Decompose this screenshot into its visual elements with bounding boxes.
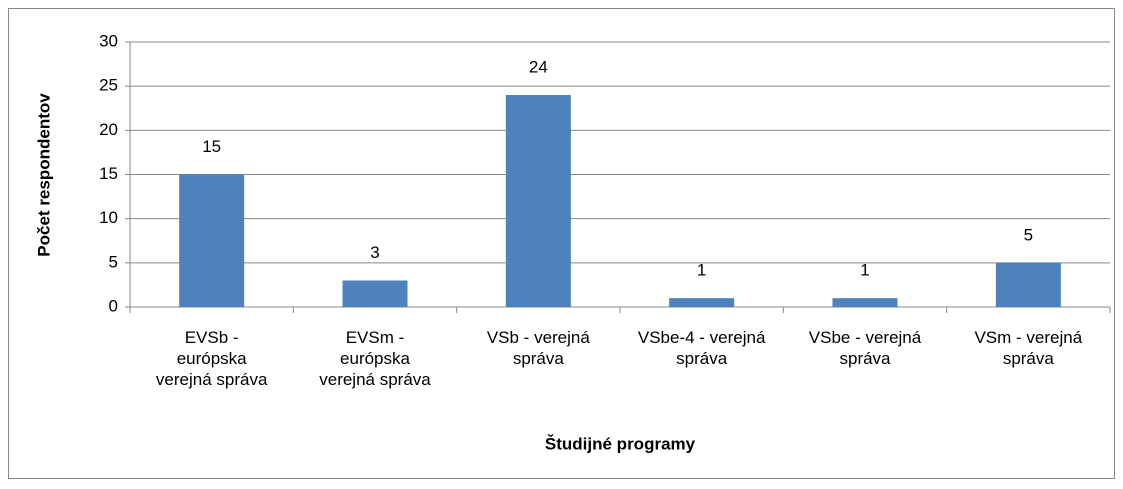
data-label: 1: [697, 261, 706, 280]
y-tick-label: 25: [99, 76, 118, 95]
bar: [179, 174, 245, 307]
bar: [832, 298, 898, 307]
bar: [342, 280, 408, 307]
x-tick-label: EVSb - európska verejná správa: [155, 328, 268, 389]
x-tick-label: VSbe - verejná správa: [808, 328, 922, 368]
y-tick-label: 5: [109, 252, 118, 271]
x-tick-label: VSm - verejná správa: [974, 328, 1083, 368]
data-label: 3: [370, 243, 379, 262]
x-tick-label: VSbe-4 - verejná správa: [637, 328, 766, 368]
y-tick-label: 0: [109, 296, 118, 315]
data-label: 1: [860, 261, 869, 280]
data-label: 24: [529, 57, 548, 76]
y-tick-label: 10: [99, 208, 118, 227]
y-tick-label: 15: [99, 164, 118, 183]
x-tick-label: EVSm - európska verejná správa: [319, 328, 431, 389]
bar: [995, 262, 1061, 307]
y-tick-label: 20: [99, 120, 118, 139]
data-label: 5: [1024, 225, 1033, 244]
data-label: 15: [202, 137, 221, 156]
x-axis-title: Študijné programy: [545, 434, 696, 453]
y-tick-label: 30: [99, 31, 118, 50]
bar: [505, 95, 571, 307]
y-axis-title: Počet respondentov: [34, 93, 53, 257]
bar: [669, 298, 735, 307]
x-tick-label: VSb - verejná správa: [486, 328, 590, 368]
